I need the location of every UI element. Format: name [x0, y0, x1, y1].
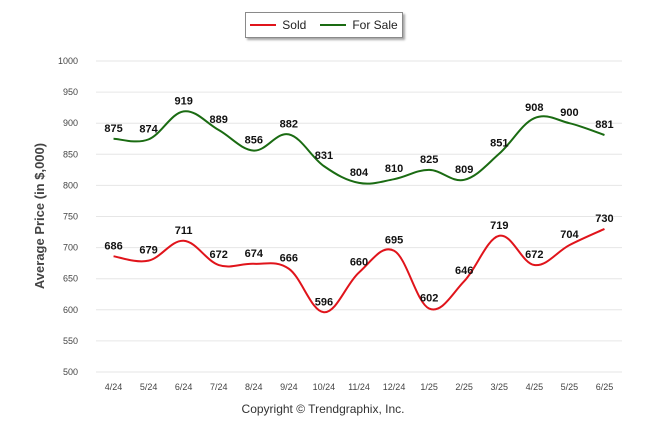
copyright-text: Copyright © Trendgraphix, Inc. [241, 402, 405, 416]
x-tick-label: 6/25 [596, 382, 614, 392]
y-tick-label: 750 [63, 212, 78, 222]
for-sale-data-label: 874 [139, 123, 158, 135]
for-sale-data-label: 908 [525, 102, 543, 114]
sold-data-label: 711 [175, 225, 193, 237]
sold-swatch [250, 24, 277, 26]
sold-data-label: 719 [490, 220, 508, 232]
x-tick-label: 3/25 [491, 382, 509, 392]
y-tick-label: 900 [63, 118, 78, 128]
sold-series-line [113, 228, 605, 314]
y-tick-label: 700 [63, 243, 78, 253]
x-tick-label: 8/24 [245, 382, 263, 392]
sold-data-label: 695 [385, 235, 403, 247]
sold-data-label: 704 [560, 229, 579, 241]
y-tick-label: 550 [63, 336, 78, 346]
y-tick-label: 600 [63, 305, 78, 315]
x-tick-label: 11/24 [348, 382, 370, 392]
for-sale-data-label: 810 [385, 163, 403, 175]
for-sale-data-label: 851 [490, 138, 508, 150]
sold-data-label: 646 [455, 265, 473, 277]
for-sale-data-label: 900 [560, 107, 578, 119]
legend-label-sold: Sold [282, 18, 307, 32]
for-sale-data-label: 856 [245, 135, 263, 147]
y-axis-label: Average Price (in $,000) [32, 142, 47, 290]
x-tick-label: 6/24 [175, 382, 193, 392]
x-tick-label: 1/25 [420, 382, 438, 392]
for-sale-data-label: 809 [455, 164, 473, 176]
sold-data-label: 666 [280, 253, 298, 265]
for-sale-series-line [113, 110, 605, 185]
sold-data-label: 660 [350, 256, 368, 268]
legend: Sold For Sale [245, 12, 403, 38]
sold-data-label: 686 [104, 240, 122, 252]
x-tick-label: 5/24 [140, 382, 158, 392]
x-tick-label: 4/25 [526, 382, 544, 392]
for-sale-data-label: 804 [350, 167, 369, 179]
x-tick-label: 2/25 [455, 382, 473, 392]
x-tick-label: 12/24 [383, 382, 406, 392]
x-tick-label: 4/24 [105, 382, 123, 392]
x-tick-label: 10/24 [313, 382, 336, 392]
for-sale-data-label: 882 [280, 118, 298, 130]
x-tick-label: 9/24 [280, 382, 298, 392]
y-tick-label: 1000 [58, 56, 78, 66]
sold-data-label: 679 [139, 245, 157, 257]
for-sale-data-label: 881 [595, 119, 613, 131]
for-sale-data-label: 889 [210, 114, 228, 126]
legend-item-for-sale[interactable]: For Sale [320, 18, 398, 32]
for-sale-swatch [320, 24, 347, 26]
y-tick-label: 500 [63, 367, 78, 377]
x-tick-label: 7/24 [210, 382, 228, 392]
sold-data-label: 672 [525, 249, 543, 261]
for-sale-data-label: 875 [104, 123, 122, 135]
sold-data-label: 730 [595, 213, 613, 225]
y-tick-label: 800 [63, 180, 78, 190]
y-tick-label: 950 [63, 87, 78, 97]
y-tick-label: 850 [63, 149, 78, 159]
y-tick-label: 650 [63, 274, 78, 284]
for-sale-data-label: 831 [315, 150, 333, 162]
legend-label-for-sale: For Sale [352, 18, 398, 32]
sold-data-label: 602 [420, 293, 438, 305]
for-sale-data-label: 919 [174, 95, 192, 107]
sold-data-label: 672 [210, 249, 228, 261]
sold-data-label: 596 [315, 296, 333, 308]
for-sale-data-label: 825 [420, 154, 438, 166]
x-tick-label: 5/25 [561, 382, 579, 392]
legend-item-sold[interactable]: Sold [250, 18, 306, 32]
sold-data-label: 674 [245, 248, 264, 260]
